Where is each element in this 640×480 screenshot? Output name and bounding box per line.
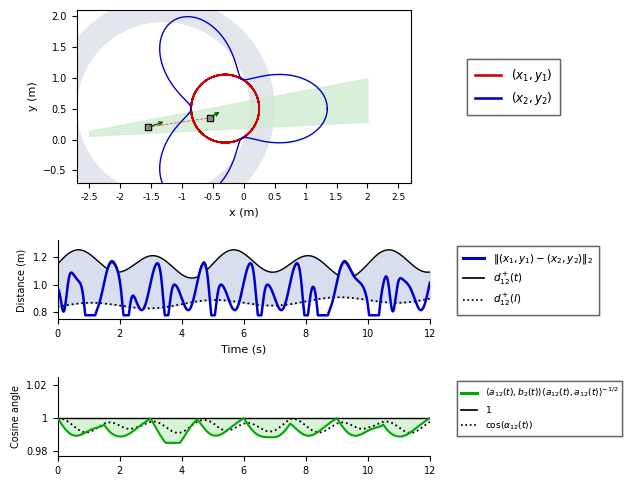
Y-axis label: y (m): y (m) — [28, 82, 38, 111]
Legend: $(x_1, y_1)$, $(x_2, y_2)$: $(x_1, y_1)$, $(x_2, y_2)$ — [467, 59, 560, 115]
X-axis label: Time (s): Time (s) — [221, 345, 266, 355]
Y-axis label: Distance (m): Distance (m) — [17, 248, 27, 312]
Legend: $\|(x_1,y_1)-(x_2,y_2)\|_2$, $d^+_{12}(t)$, $d^+_{12}(l)$: $\|(x_1,y_1)-(x_2,y_2)\|_2$, $d^+_{12}(t… — [457, 246, 599, 315]
Legend: $\langle a_{12}(t),b_2(t)\rangle\langle a_{12}(t),a_{12}(t)\rangle^{-1/2}$, $1$,: $\langle a_{12}(t),b_2(t)\rangle\langle … — [456, 382, 623, 436]
X-axis label: x (m): x (m) — [229, 207, 259, 217]
Y-axis label: Cosine angle: Cosine angle — [11, 385, 21, 448]
